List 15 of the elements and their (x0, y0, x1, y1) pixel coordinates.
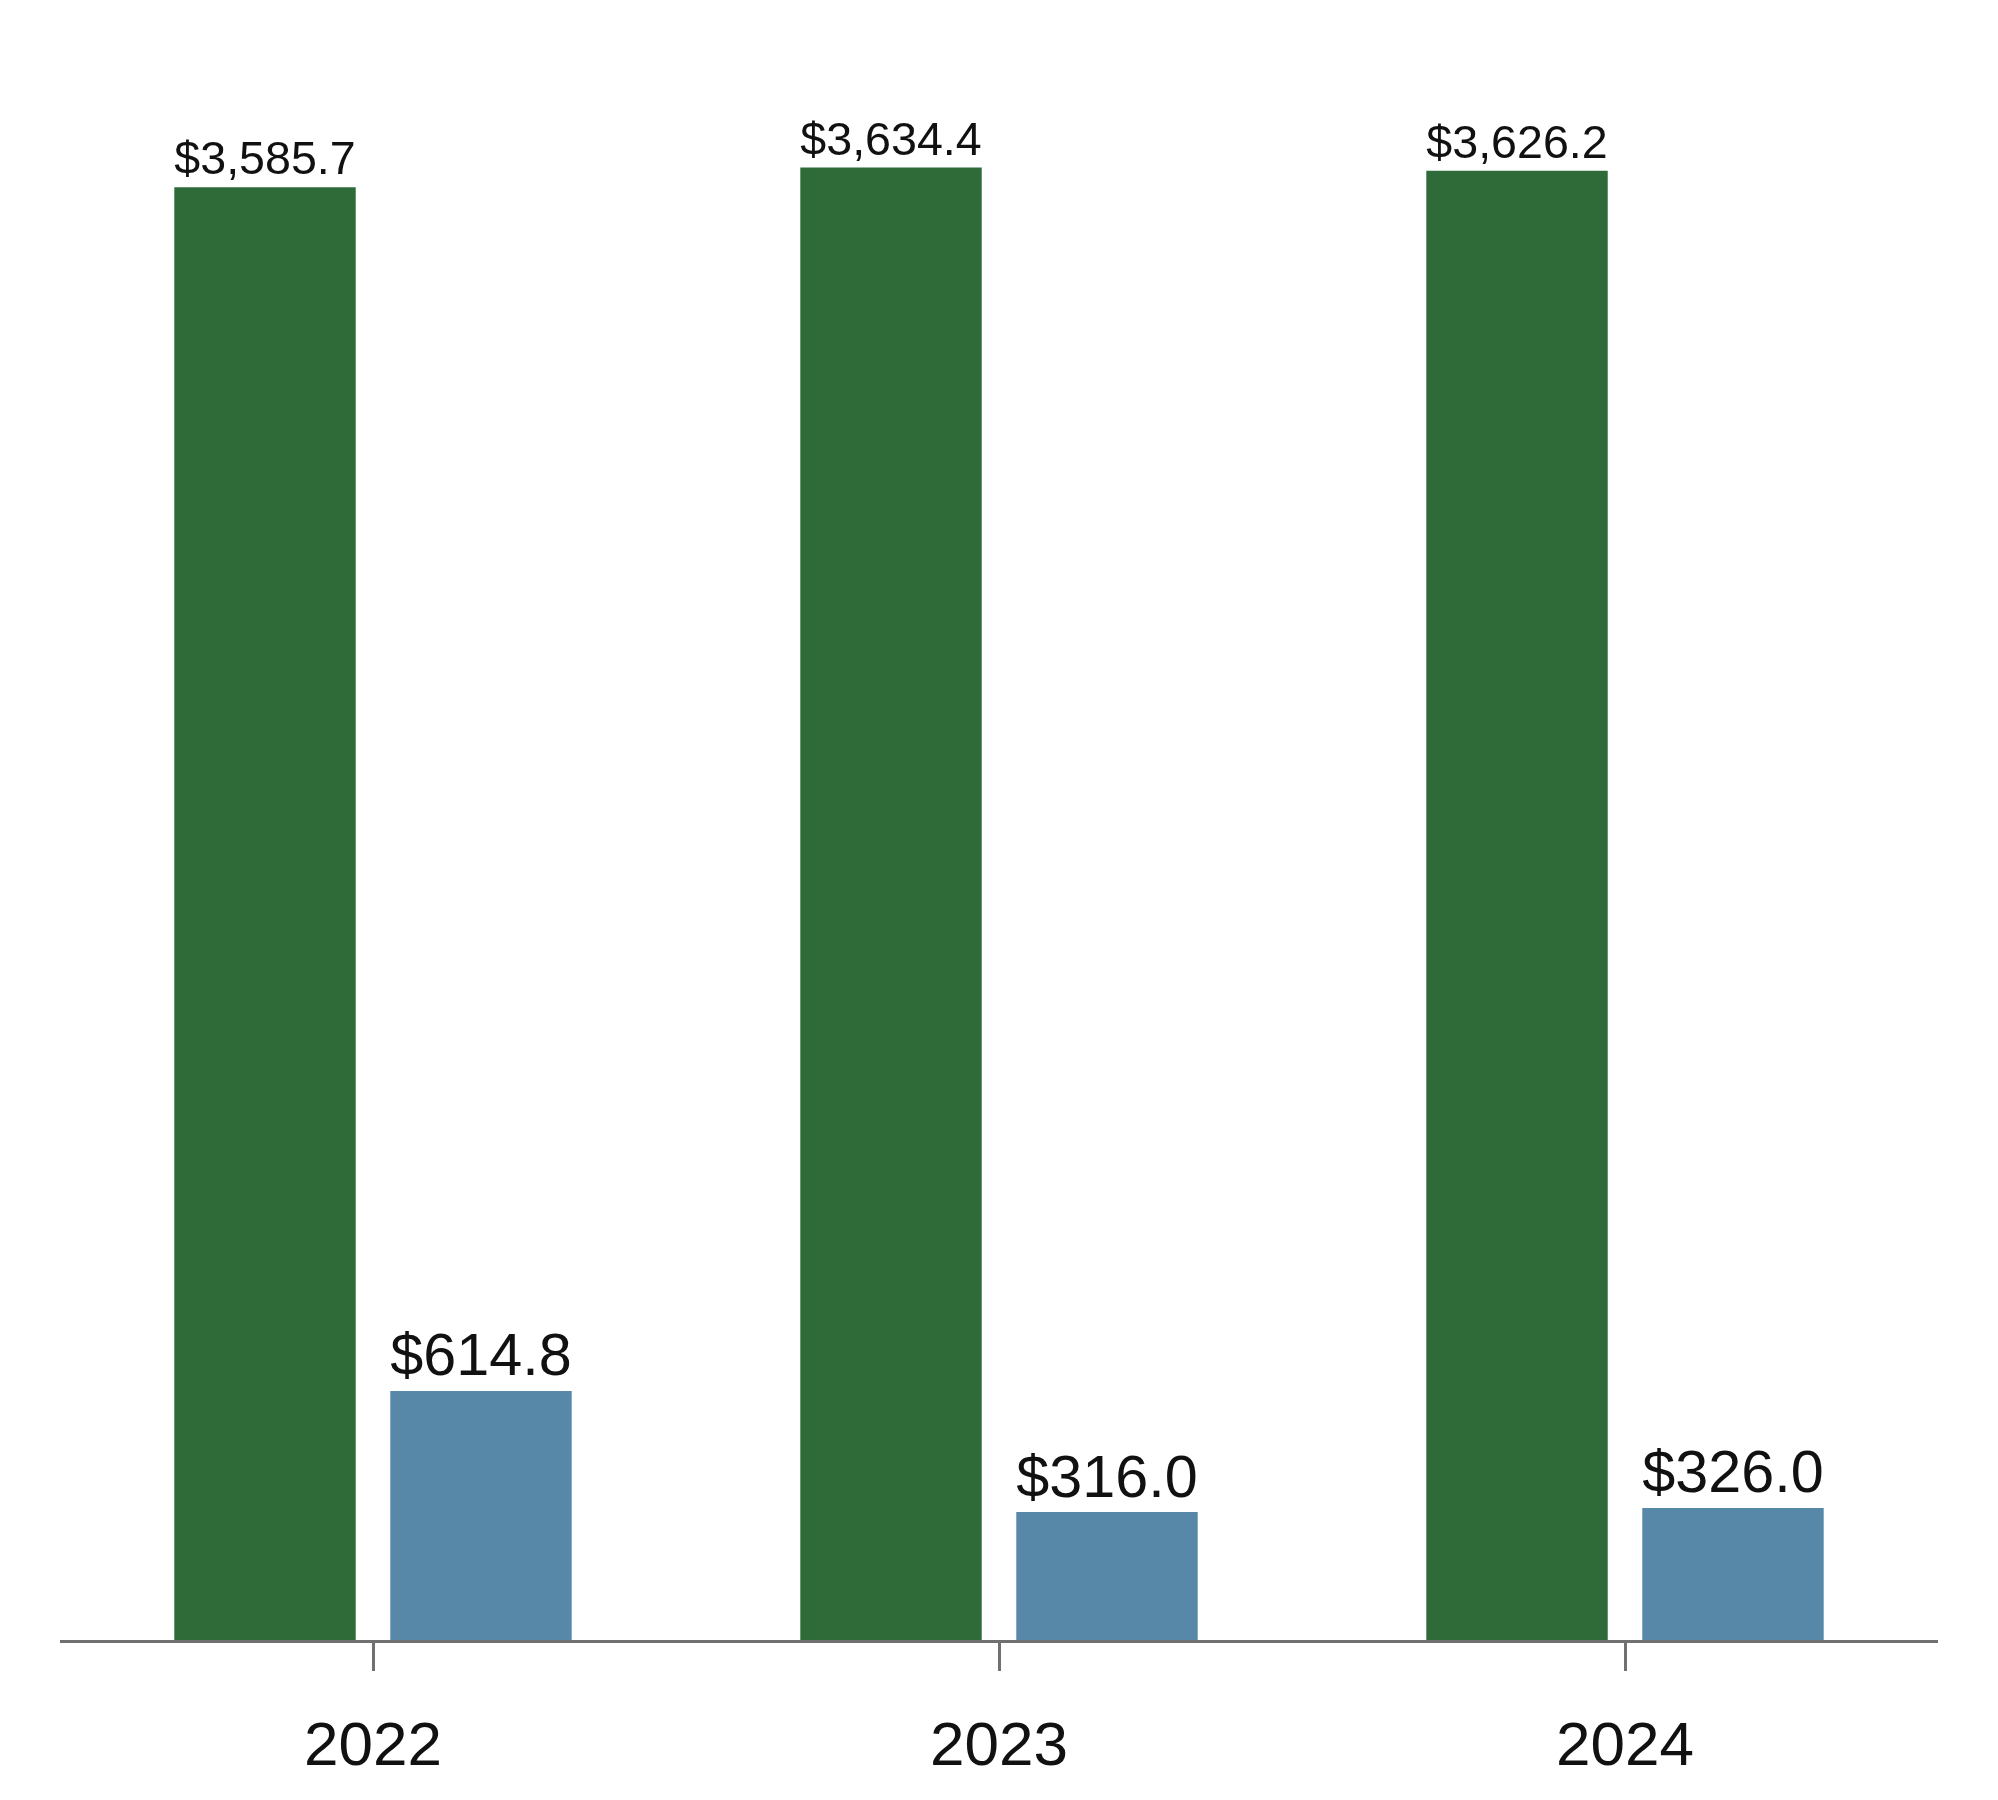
bar (800, 167, 982, 1640)
x-tick-label: 2023 (930, 1709, 1068, 1779)
data-label: $3,634.4 (800, 112, 982, 165)
data-label: $3,626.2 (1426, 116, 1608, 169)
x-tick-label: 2024 (1556, 1709, 1694, 1779)
data-label: $614.8 (390, 1321, 572, 1389)
bar (1016, 1511, 1198, 1640)
bar (390, 1390, 572, 1640)
bar (1426, 170, 1608, 1640)
data-label: $3,585.7 (174, 132, 356, 185)
x-tick-label: 2022 (304, 1709, 442, 1779)
bar (1642, 1507, 1824, 1640)
data-label: $316.0 (1016, 1442, 1198, 1510)
data-label: $326.0 (1642, 1438, 1824, 1506)
bar (174, 187, 356, 1640)
